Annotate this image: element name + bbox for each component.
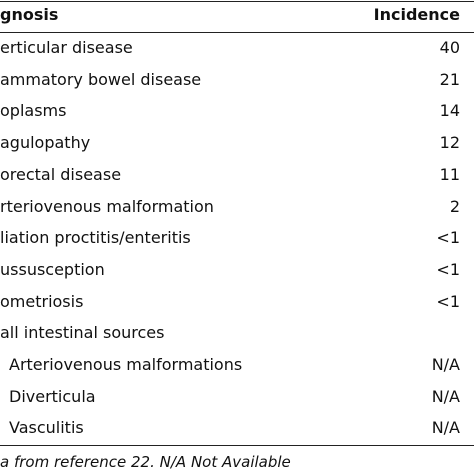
diagnosis-cell: orectal disease [0, 164, 122, 184]
header-incidence: Incidence [373, 5, 460, 24]
diagnosis-cell: ussusception [0, 259, 105, 279]
incidence-cell: N/A [431, 355, 460, 374]
incidence-cell: 2 [449, 196, 460, 216]
diagnosis-cell: Arteriovenous malformations [9, 355, 243, 374]
header-diagnosis: gnosis [0, 5, 59, 24]
diagnosis-cell: Diverticula [9, 386, 96, 406]
top-rule [0, 1, 474, 2]
incidence-cell: <1 [436, 259, 460, 279]
incidence-cell: 21 [439, 69, 460, 89]
incidence-cell: <1 [436, 291, 460, 311]
diagnosis-cell: ometriosis [0, 291, 84, 311]
incidence-cell: 14 [439, 101, 460, 121]
incidence-cell: <1 [436, 228, 460, 248]
diagnosis-cell: oplasms [0, 101, 67, 121]
diagnosis-cell: liation proctitis/enteritis [0, 228, 191, 248]
bottom-rule [0, 445, 474, 446]
footnote: a from reference 22. N/A Not Available [0, 453, 291, 471]
group-label: all intestinal sources [0, 323, 165, 343]
diagnosis-cell: erticular disease [0, 38, 133, 57]
header-rule [0, 32, 474, 33]
diagnosis-cell: Vasculitis [9, 418, 84, 438]
diagnosis-cell: agulopathy [0, 133, 91, 153]
incidence-cell: N/A [431, 418, 460, 438]
diagnosis-cell: ammatory bowel disease [0, 69, 202, 89]
diagnosis-cell: rteriovenous malformation [0, 196, 214, 216]
incidence-cell: 11 [439, 164, 460, 184]
incidence-cell: 40 [439, 38, 460, 57]
incidence-cell: 12 [439, 133, 460, 153]
incidence-cell: N/A [431, 386, 460, 406]
